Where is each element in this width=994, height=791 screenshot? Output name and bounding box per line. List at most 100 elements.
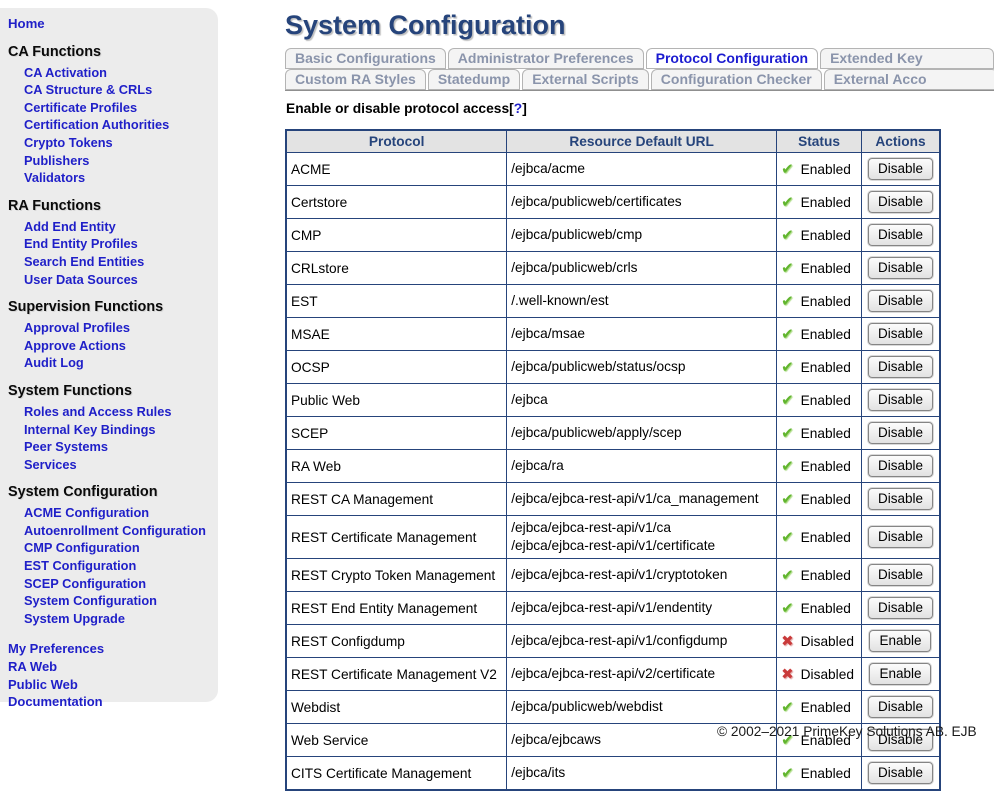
tab-custom-ra-styles[interactable]: Custom RA Styles xyxy=(285,69,426,90)
status-cell: ✔ Enabled xyxy=(776,482,862,516)
sidebar-item-publishers[interactable]: Publishers xyxy=(24,152,90,168)
status-label: Enabled xyxy=(800,491,851,507)
sidebar-item-add-end-entity[interactable]: Add End Entity xyxy=(24,218,116,234)
disable-button[interactable]: Disable xyxy=(867,257,933,279)
sidebar-item-cmp-configuration[interactable]: CMP Configuration xyxy=(24,540,140,556)
tab-statedump[interactable]: Statedump xyxy=(427,69,521,90)
url-cell: /ejbca/publicweb/cmp xyxy=(506,218,778,252)
sidebar-item-user-data-sources[interactable]: User Data Sources xyxy=(24,271,138,287)
sidebar-item-autoenrollment-configuration[interactable]: Autoenrollment Configuration xyxy=(24,522,206,538)
sidebar-item-peer-systems[interactable]: Peer Systems xyxy=(24,439,108,455)
check-icon: ✔ xyxy=(781,292,794,310)
tab-external-acco[interactable]: External Acco xyxy=(823,69,994,90)
table-row-cits-certificate-management: CITS Certificate Management/ejbca/its ✔ En… xyxy=(285,756,941,791)
sidebar-item-home[interactable]: Home xyxy=(8,16,45,31)
disable-button[interactable]: Disable xyxy=(867,762,933,784)
protocol-cell: REST Certificate Management xyxy=(285,515,508,559)
protocol-table-body: ACME/ejbca/acme ✔ Enabled Disable Certstore /… xyxy=(285,152,941,791)
disable-button[interactable]: Disable xyxy=(867,158,933,180)
protocol-cell: ACME xyxy=(285,152,508,186)
sidebar-item-est-configuration[interactable]: EST Configuration xyxy=(24,558,137,574)
url-text: /.well-known/est xyxy=(511,293,609,308)
sidebar-item-system-upgrade[interactable]: System Upgrade xyxy=(24,610,125,626)
url-text: /ejbca/its xyxy=(511,765,566,780)
tab-basic-configurations[interactable]: Basic Configurations xyxy=(285,48,446,69)
disable-button[interactable]: Disable xyxy=(867,455,933,477)
sidebar-item-my-preferences[interactable]: My Preferences xyxy=(8,641,105,657)
url-text: /ejbca/publicweb/status/ocsp xyxy=(511,359,686,374)
sidebar-item-ca-activation[interactable]: CA Activation xyxy=(24,64,107,80)
url-cell: /ejbca xyxy=(506,383,778,417)
disable-button[interactable]: Disable xyxy=(867,597,933,619)
disable-button[interactable]: Disable xyxy=(867,224,933,246)
status-cell: ✔ Enabled xyxy=(776,218,862,252)
disable-button[interactable]: Disable xyxy=(867,356,933,378)
section-heading: Enable or disable protocol access[?] xyxy=(286,101,994,116)
enable-button[interactable]: Enable xyxy=(869,630,932,652)
status-label: Enabled xyxy=(800,227,851,243)
sidebar-item-validators[interactable]: Validators xyxy=(24,170,86,186)
disable-button[interactable]: Disable xyxy=(867,323,933,345)
tab-configuration-checker[interactable]: Configuration Checker xyxy=(650,69,822,90)
sidebar-item-documentation[interactable]: Documentation xyxy=(8,694,103,710)
sidebar-item-ca-structure-crls[interactable]: CA Structure & CRLs xyxy=(24,82,153,98)
tab-external-scripts[interactable]: External Scripts xyxy=(522,69,649,90)
disable-button[interactable]: Disable xyxy=(867,422,933,444)
disable-button[interactable]: Disable xyxy=(867,191,933,213)
cross-icon: ✖ xyxy=(781,632,794,650)
sidebar-item-internal-key-bindings[interactable]: Internal Key Bindings xyxy=(24,421,156,437)
sidebar-section-title-system-configuration: System Configuration xyxy=(8,484,158,501)
column-header-protocol: Protocol xyxy=(285,129,508,153)
disable-button[interactable]: Disable xyxy=(867,488,933,510)
enable-button[interactable]: Enable xyxy=(869,663,932,685)
sidebar-item-ra-web[interactable]: RA Web xyxy=(8,659,58,675)
sidebar-item-roles-and-access-rules[interactable]: Roles and Access Rules xyxy=(24,403,172,419)
actions-cell: Enable xyxy=(860,624,941,658)
url-cell: /ejbca/publicweb/status/ocsp xyxy=(506,350,778,384)
sidebar-item-search-end-entities[interactable]: Search End Entities xyxy=(24,253,145,269)
disable-button[interactable]: Disable xyxy=(867,564,933,586)
disable-button[interactable]: Disable xyxy=(867,526,933,548)
sidebar-item-approve-actions[interactable]: Approve Actions xyxy=(24,337,126,353)
sidebar-item-crypto-tokens[interactable]: Crypto Tokens xyxy=(24,134,113,150)
protocol-cell: OCSP xyxy=(285,350,508,384)
sidebar-item-approval-profiles[interactable]: Approval Profiles xyxy=(24,320,130,336)
actions-cell: Disable xyxy=(860,558,941,592)
actions-cell: Disable xyxy=(860,152,941,186)
tab-protocol-configuration[interactable]: Protocol Configuration xyxy=(645,48,819,69)
table-row-cmp: CMP/ejbca/publicweb/cmp ✔ Enabled Disable xyxy=(285,218,941,252)
url-text: /ejbca/ejbca-rest-api/v1/endentity xyxy=(511,600,713,615)
actions-cell: Disable xyxy=(860,251,941,285)
sidebar-item-certification-authorities[interactable]: Certification Authorities xyxy=(24,117,170,133)
url-text: /ejbca/publicweb/apply/scep xyxy=(511,425,682,440)
status-cell: ✖ Disabled xyxy=(776,624,862,658)
table-row-rest-certificate-management: REST Certificate Management/ejbca/ejbca-… xyxy=(285,515,941,559)
status-cell: ✔ Enabled xyxy=(776,591,862,625)
url-text: /ejbca/publicweb/certificates xyxy=(511,194,682,209)
disable-button[interactable]: Disable xyxy=(867,290,933,312)
sidebar-item-acme-configuration[interactable]: ACME Configuration xyxy=(24,505,150,521)
sidebar-item-certificate-profiles[interactable]: Certificate Profiles xyxy=(24,99,138,115)
disable-button[interactable]: Disable xyxy=(867,389,933,411)
sidebar-item-scep-configuration[interactable]: SCEP Configuration xyxy=(24,575,147,591)
disable-button[interactable]: Disable xyxy=(867,729,933,751)
status-label: Enabled xyxy=(800,359,851,375)
url-cell: /ejbca/ejbcaws xyxy=(506,723,778,757)
sidebar-item-end-entity-profiles[interactable]: End Entity Profiles xyxy=(24,236,138,252)
check-icon: ✔ xyxy=(781,566,794,584)
help-link[interactable]: ? xyxy=(513,101,523,116)
cross-icon: ✖ xyxy=(781,665,794,683)
protocol-cell: REST CA Management xyxy=(285,482,508,516)
sidebar-item-system-configuration[interactable]: System Configuration xyxy=(24,593,157,609)
disable-button[interactable]: Disable xyxy=(867,696,933,718)
tab-administrator-preferences[interactable]: Administrator Preferences xyxy=(447,48,644,69)
sidebar-item-audit-log[interactable]: Audit Log xyxy=(24,355,84,371)
check-icon: ✔ xyxy=(781,490,794,508)
sidebar-item-services[interactable]: Services xyxy=(24,456,77,472)
protocol-cell: REST Configdump xyxy=(285,624,508,658)
check-icon: ✔ xyxy=(781,193,794,211)
sidebar-item-public-web[interactable]: Public Web xyxy=(8,676,78,692)
help-bracket-open: [ xyxy=(509,101,514,116)
protocol-cell: SCEP xyxy=(285,416,508,450)
tab-extended-key[interactable]: Extended Key xyxy=(820,48,994,69)
